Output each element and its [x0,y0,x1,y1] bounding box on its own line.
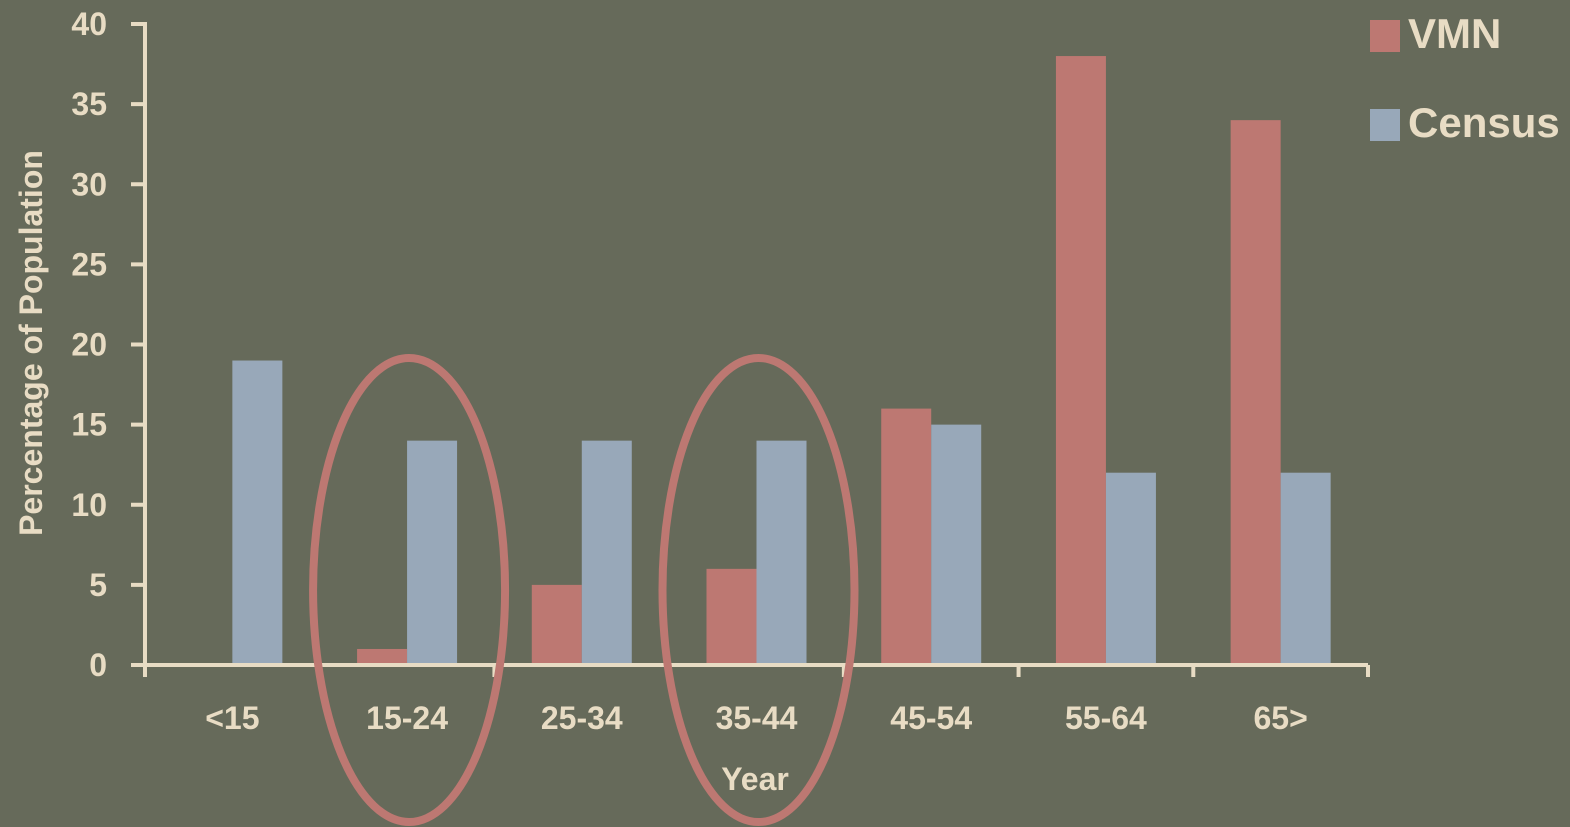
y-tick-label: 40 [71,6,107,42]
y-tick-label: 25 [71,246,107,282]
legend-label-vmn: VMN [1408,10,1501,57]
y-tick-label: 15 [71,407,107,443]
bar-census-25-34 [581,440,632,665]
x-tick-label: 55-64 [1065,700,1147,736]
y-tick-label: 35 [71,86,107,122]
bar-census-45-54 [931,424,982,665]
legend-swatch-vmn [1370,20,1400,52]
bar-vmn-15-24 [357,648,408,665]
legend-label-census: Census [1408,99,1560,146]
bar-vmn-25-34 [531,584,582,665]
bar-vmn-65 [1230,120,1281,665]
x-tick-label: 15-24 [366,700,448,736]
bar-census-15-24 [407,440,458,665]
x-tick-label: 25-34 [541,700,623,736]
highlights-layer [309,354,859,826]
x-tick-label: 35-44 [716,700,798,736]
bars-layer [232,56,1331,666]
y-ticks: 0 5 10 15 20 25 30 35 40 [71,6,145,683]
y-tick-label: 20 [71,327,107,363]
bar-vmn-45-54 [881,408,932,665]
highlight-ellipse-15-24 [309,354,510,826]
legend-swatch-census [1370,109,1400,141]
x-ticks: <15 15-24 25-34 35-44 45-54 55-64 65> [143,665,1370,736]
bar-vmn-35-44 [706,568,757,665]
highlight-ellipse-35-44 [658,354,859,826]
y-tick-label: 30 [71,166,107,202]
x-tick-label: 45-54 [890,700,972,736]
x-tick-label: <15 [205,700,259,736]
y-axis-title: Percentage of Population [13,150,49,536]
axes-layer [143,22,1368,667]
x-axis-title: Year [721,761,789,797]
bar-census-65 [1280,472,1331,665]
bar-census-15 [232,360,283,665]
y-tick-label: 5 [89,567,107,603]
bar-census-55-64 [1105,472,1156,665]
y-tick-label: 10 [71,487,107,523]
x-tick-label: 65> [1254,700,1308,736]
legend: VMN Census [1370,10,1560,146]
y-tick-label: 0 [89,647,107,683]
bar-census-35-44 [756,440,807,665]
bar-vmn-55-64 [1055,56,1106,666]
